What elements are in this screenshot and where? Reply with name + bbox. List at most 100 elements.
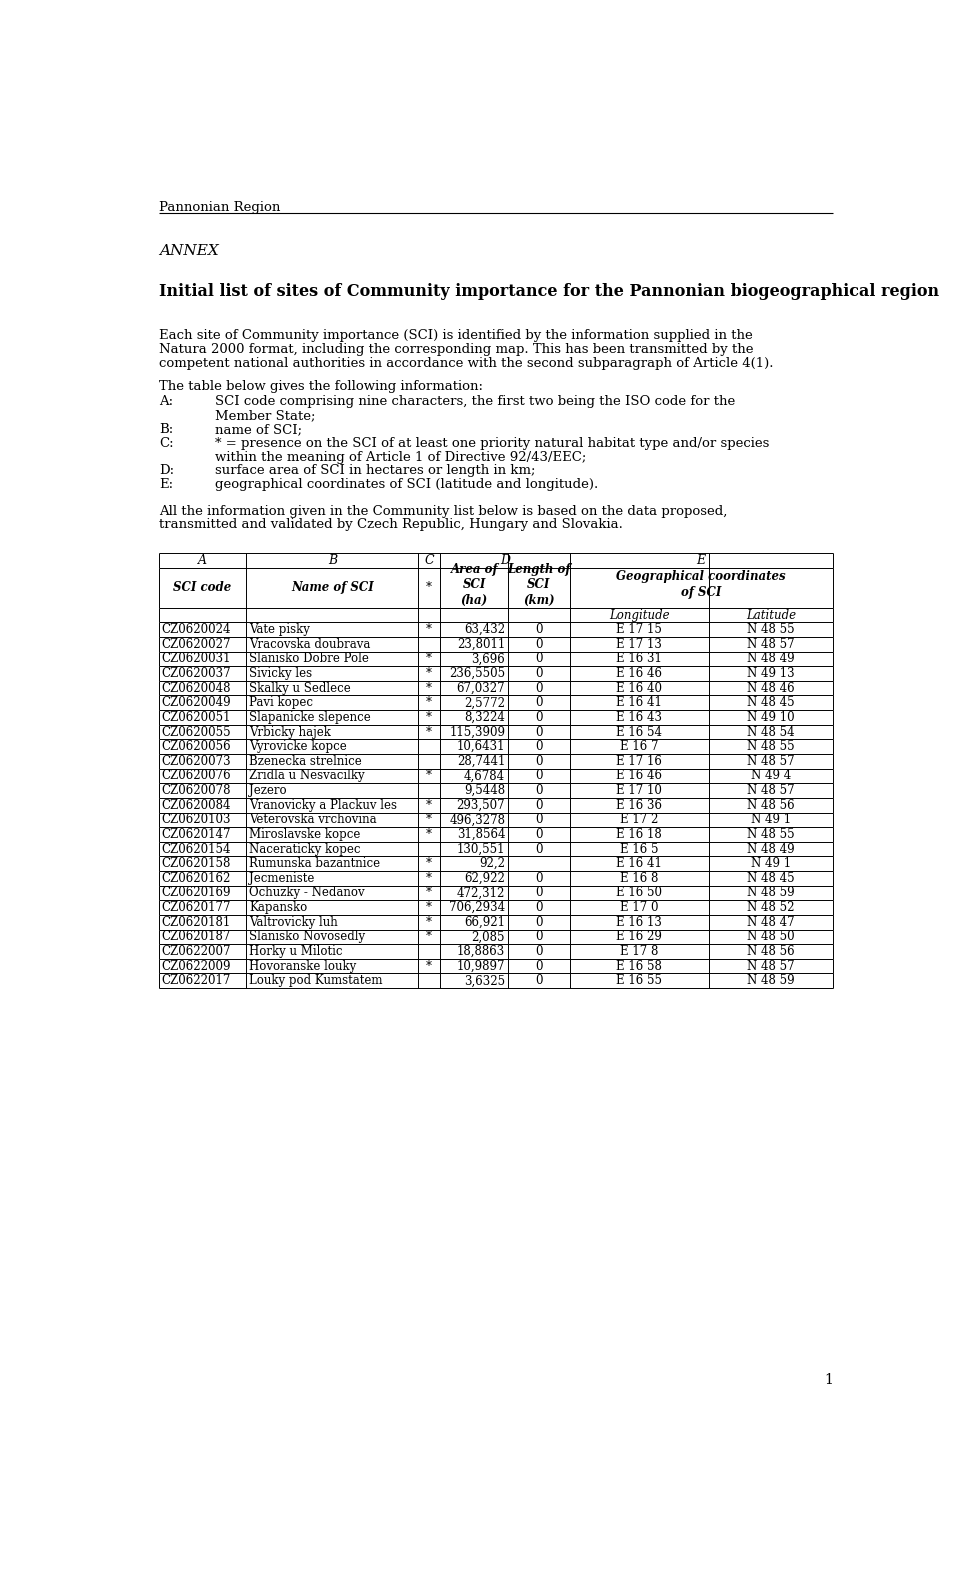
Text: Vyrovicke kopce: Vyrovicke kopce bbox=[250, 739, 348, 754]
Text: 0: 0 bbox=[535, 945, 542, 957]
Text: N 48 56: N 48 56 bbox=[747, 799, 795, 812]
Text: transmitted and validated by Czech Republic, Hungary and Slovakia.: transmitted and validated by Czech Repub… bbox=[158, 518, 623, 531]
Text: E 16 46: E 16 46 bbox=[616, 769, 662, 782]
Text: 706,2934: 706,2934 bbox=[449, 901, 505, 915]
Text: N 48 57: N 48 57 bbox=[747, 784, 795, 796]
Text: E 16 41: E 16 41 bbox=[616, 858, 662, 871]
Text: E 16 40: E 16 40 bbox=[616, 681, 662, 695]
Text: E 16 31: E 16 31 bbox=[616, 653, 662, 665]
Text: CZ0620076: CZ0620076 bbox=[162, 769, 231, 782]
Text: E 16 5: E 16 5 bbox=[620, 842, 659, 856]
Text: 0: 0 bbox=[535, 842, 542, 856]
Text: 0: 0 bbox=[535, 901, 542, 915]
Text: Sivicky les: Sivicky les bbox=[250, 667, 313, 679]
Text: N 48 47: N 48 47 bbox=[747, 916, 795, 929]
Text: N 48 52: N 48 52 bbox=[747, 901, 795, 915]
Text: CZ0620037: CZ0620037 bbox=[162, 667, 231, 679]
Text: Longitude: Longitude bbox=[609, 608, 669, 621]
Text: CZ0620056: CZ0620056 bbox=[162, 739, 231, 754]
Text: *: * bbox=[426, 858, 432, 871]
Text: Initial list of sites of Community importance for the Pannonian biogeographical : Initial list of sites of Community impor… bbox=[158, 283, 939, 300]
Text: 8,3224: 8,3224 bbox=[465, 711, 505, 724]
Text: 0: 0 bbox=[535, 697, 542, 709]
Text: *: * bbox=[426, 901, 432, 915]
Text: name of SCI;: name of SCI; bbox=[214, 423, 301, 436]
Text: Slanisko Dobre Pole: Slanisko Dobre Pole bbox=[250, 653, 370, 665]
Text: 10,6431: 10,6431 bbox=[457, 739, 505, 754]
Text: *: * bbox=[426, 916, 432, 929]
Text: Kapansko: Kapansko bbox=[250, 901, 307, 915]
Text: Name of SCI: Name of SCI bbox=[291, 581, 373, 594]
Text: 1: 1 bbox=[824, 1373, 833, 1387]
Text: Bzenecka strelnice: Bzenecka strelnice bbox=[250, 755, 362, 768]
Text: N 49 1: N 49 1 bbox=[751, 858, 791, 871]
Text: N 48 59: N 48 59 bbox=[747, 886, 795, 899]
Text: N 48 54: N 48 54 bbox=[747, 725, 795, 738]
Text: 0: 0 bbox=[535, 725, 542, 738]
Text: N 49 10: N 49 10 bbox=[747, 711, 795, 724]
Text: 31,8564: 31,8564 bbox=[457, 828, 505, 841]
Text: C: C bbox=[424, 555, 434, 567]
Text: E 17 15: E 17 15 bbox=[616, 623, 662, 637]
Text: 130,551: 130,551 bbox=[457, 842, 505, 856]
Text: 3,6325: 3,6325 bbox=[464, 975, 505, 988]
Text: Vate pisky: Vate pisky bbox=[250, 623, 310, 637]
Text: CZ0620177: CZ0620177 bbox=[162, 901, 231, 915]
Text: N 48 46: N 48 46 bbox=[747, 681, 795, 695]
Text: E 17 16: E 17 16 bbox=[616, 755, 662, 768]
Text: 67,0327: 67,0327 bbox=[457, 681, 505, 695]
Text: E 16 18: E 16 18 bbox=[616, 828, 662, 841]
Text: N 48 57: N 48 57 bbox=[747, 755, 795, 768]
Text: Length of
SCI
(km): Length of SCI (km) bbox=[507, 562, 570, 607]
Text: 0: 0 bbox=[535, 653, 542, 665]
Text: Louky pod Kumstatem: Louky pod Kumstatem bbox=[250, 975, 383, 988]
Text: Area of
SCI
(ha): Area of SCI (ha) bbox=[450, 562, 498, 607]
Text: Zridla u Nesvacilky: Zridla u Nesvacilky bbox=[250, 769, 365, 782]
Text: 472,312: 472,312 bbox=[457, 886, 505, 899]
Text: *: * bbox=[426, 959, 432, 973]
Text: 0: 0 bbox=[535, 755, 542, 768]
Text: N 48 45: N 48 45 bbox=[747, 697, 795, 709]
Text: CZ0620158: CZ0620158 bbox=[162, 858, 231, 871]
Text: N 48 45: N 48 45 bbox=[747, 872, 795, 885]
Text: 496,3278: 496,3278 bbox=[449, 814, 505, 826]
Text: *: * bbox=[426, 623, 432, 637]
Text: N 48 49: N 48 49 bbox=[747, 842, 795, 856]
Text: CZ0620103: CZ0620103 bbox=[162, 814, 231, 826]
Text: E 16 54: E 16 54 bbox=[616, 725, 662, 738]
Text: N 48 57: N 48 57 bbox=[747, 638, 795, 651]
Text: E 16 41: E 16 41 bbox=[616, 697, 662, 709]
Text: 0: 0 bbox=[535, 872, 542, 885]
Text: 0: 0 bbox=[535, 799, 542, 812]
Text: 3,696: 3,696 bbox=[471, 653, 505, 665]
Text: B:: B: bbox=[158, 423, 173, 436]
Text: *: * bbox=[426, 581, 432, 594]
Text: E 16 50: E 16 50 bbox=[616, 886, 662, 899]
Text: Rumunska bazantnice: Rumunska bazantnice bbox=[250, 858, 380, 871]
Text: 0: 0 bbox=[535, 623, 542, 637]
Text: CZ0620078: CZ0620078 bbox=[162, 784, 231, 796]
Text: E 16 36: E 16 36 bbox=[616, 799, 662, 812]
Text: *: * bbox=[426, 725, 432, 738]
Text: N 48 59: N 48 59 bbox=[747, 975, 795, 988]
Text: CZ0620048: CZ0620048 bbox=[162, 681, 231, 695]
Text: D: D bbox=[500, 555, 510, 567]
Text: 0: 0 bbox=[535, 886, 542, 899]
Text: CZ0620031: CZ0620031 bbox=[162, 653, 231, 665]
Text: 10,9897: 10,9897 bbox=[457, 959, 505, 973]
Text: Ochuzky - Nedanov: Ochuzky - Nedanov bbox=[250, 886, 365, 899]
Text: 4,6784: 4,6784 bbox=[464, 769, 505, 782]
Text: Vrbicky hajek: Vrbicky hajek bbox=[250, 725, 331, 738]
Text: *: * bbox=[426, 653, 432, 665]
Text: *: * bbox=[426, 931, 432, 943]
Text: *: * bbox=[426, 872, 432, 885]
Text: N 48 50: N 48 50 bbox=[747, 931, 795, 943]
Text: E 17 8: E 17 8 bbox=[620, 945, 659, 957]
Text: E 17 2: E 17 2 bbox=[620, 814, 659, 826]
Text: 63,432: 63,432 bbox=[464, 623, 505, 637]
Text: CZ0620154: CZ0620154 bbox=[162, 842, 231, 856]
Text: E 17 10: E 17 10 bbox=[616, 784, 662, 796]
Text: CZ0620027: CZ0620027 bbox=[162, 638, 231, 651]
Text: CZ0620055: CZ0620055 bbox=[162, 725, 231, 738]
Text: 115,3909: 115,3909 bbox=[449, 725, 505, 738]
